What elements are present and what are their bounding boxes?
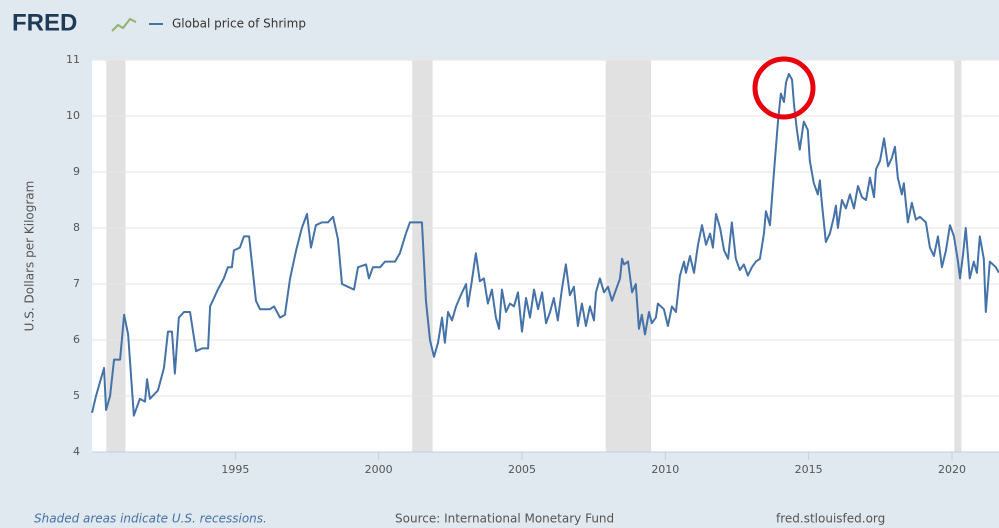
logo: FRED	[12, 9, 77, 36]
footnote: Shaded areas indicate U.S. recessions.	[34, 512, 267, 526]
y-tick-label: 8	[73, 221, 80, 234]
y-tick-label: 11	[66, 53, 80, 66]
y-tick-label: 10	[66, 109, 80, 122]
y-tick-label: 6	[73, 333, 80, 346]
x-tick-label: 2005	[508, 463, 536, 476]
x-tick-label: 2000	[365, 463, 393, 476]
site: fred.stlouisfed.org	[776, 512, 885, 526]
highlight-circle	[752, 56, 816, 120]
y-tick-label: 4	[73, 445, 80, 458]
recession-band	[106, 60, 126, 452]
x-tick-label: 2020	[938, 463, 966, 476]
y-tick-label: 5	[73, 389, 80, 402]
x-tick-label: 2010	[651, 463, 679, 476]
recession-band	[412, 60, 433, 452]
x-tick-label: 1995	[221, 463, 249, 476]
source: Source: International Monetary Fund	[395, 512, 614, 526]
series-line	[91, 73, 999, 417]
legend-label: Global price of Shrimp	[172, 17, 306, 31]
x-tick-label: 2015	[795, 463, 823, 476]
y-tick-label: 9	[73, 165, 80, 178]
y-tick-label: 7	[73, 277, 80, 290]
y-axis-label: U.S. Dollars per Kilogram	[23, 181, 37, 332]
recession-band	[605, 60, 651, 452]
plot-content: 4 5 6 7 8 9 10 11 1995 2000 2005 2010 2015 2020	[66, 53, 999, 476]
plot-area	[92, 60, 999, 452]
logo-icon	[111, 17, 137, 32]
